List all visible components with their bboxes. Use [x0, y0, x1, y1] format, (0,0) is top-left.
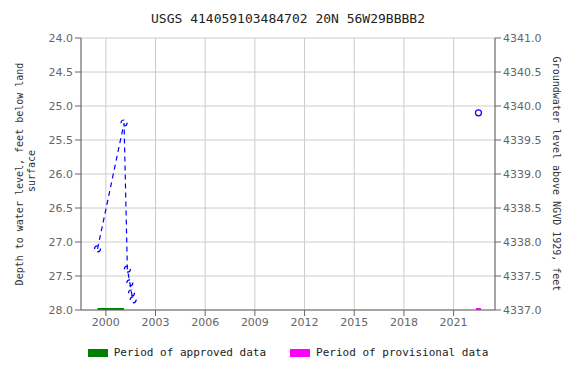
svg-text:2015: 2015 — [340, 316, 368, 329]
svg-text:26.5: 26.5 — [49, 202, 74, 215]
svg-text:Depth to water level, feet bel: Depth to water level, feet below land su… — [14, 63, 37, 286]
html-text:USGS 414059103484702 20N 56W29: USGS 414059103484702 20N 56W29BBBB2 — [151, 11, 425, 26]
svg-text:4341.0: 4341.0 — [503, 32, 542, 45]
svg-text:4337.0: 4337.0 — [503, 304, 542, 317]
svg-text:25.0: 25.0 — [49, 100, 74, 113]
html-text:Period of approved data: Period of approved data — [113, 346, 267, 359]
svg-text:4338.5: 4338.5 — [503, 202, 542, 215]
html-text:Period of provisional data: Period of provisional data — [316, 346, 489, 359]
svg-text:24.5: 24.5 — [49, 66, 74, 79]
svg-text:4340.0: 4340.0 — [503, 100, 542, 113]
svg-text:2021: 2021 — [440, 316, 468, 329]
svg-text:2003: 2003 — [142, 316, 170, 329]
svg-text:2018: 2018 — [390, 316, 418, 329]
svg-text:27.0: 27.0 — [49, 236, 74, 249]
svg-text:27.5: 27.5 — [49, 270, 74, 283]
svg-text:Groundwater level above NGVD 1: Groundwater level above NGVD 1929, feet — [551, 57, 562, 292]
svg-text:26.0: 26.0 — [49, 168, 74, 181]
svg-text:2006: 2006 — [191, 316, 219, 329]
svg-text:24.0: 24.0 — [49, 32, 74, 45]
svg-text:2012: 2012 — [291, 316, 319, 329]
svg-text:4337.5: 4337.5 — [503, 270, 542, 283]
svg-text:4339.5: 4339.5 — [503, 134, 542, 147]
svg-text:25.5: 25.5 — [49, 134, 74, 147]
svg-text:4338.0: 4338.0 — [503, 236, 542, 249]
svg-text:4340.5: 4340.5 — [503, 66, 542, 79]
svg-text:2009: 2009 — [241, 316, 269, 329]
svg-text:2000: 2000 — [92, 316, 120, 329]
svg-text:4339.0: 4339.0 — [503, 168, 542, 181]
svg-text:28.0: 28.0 — [49, 304, 74, 317]
